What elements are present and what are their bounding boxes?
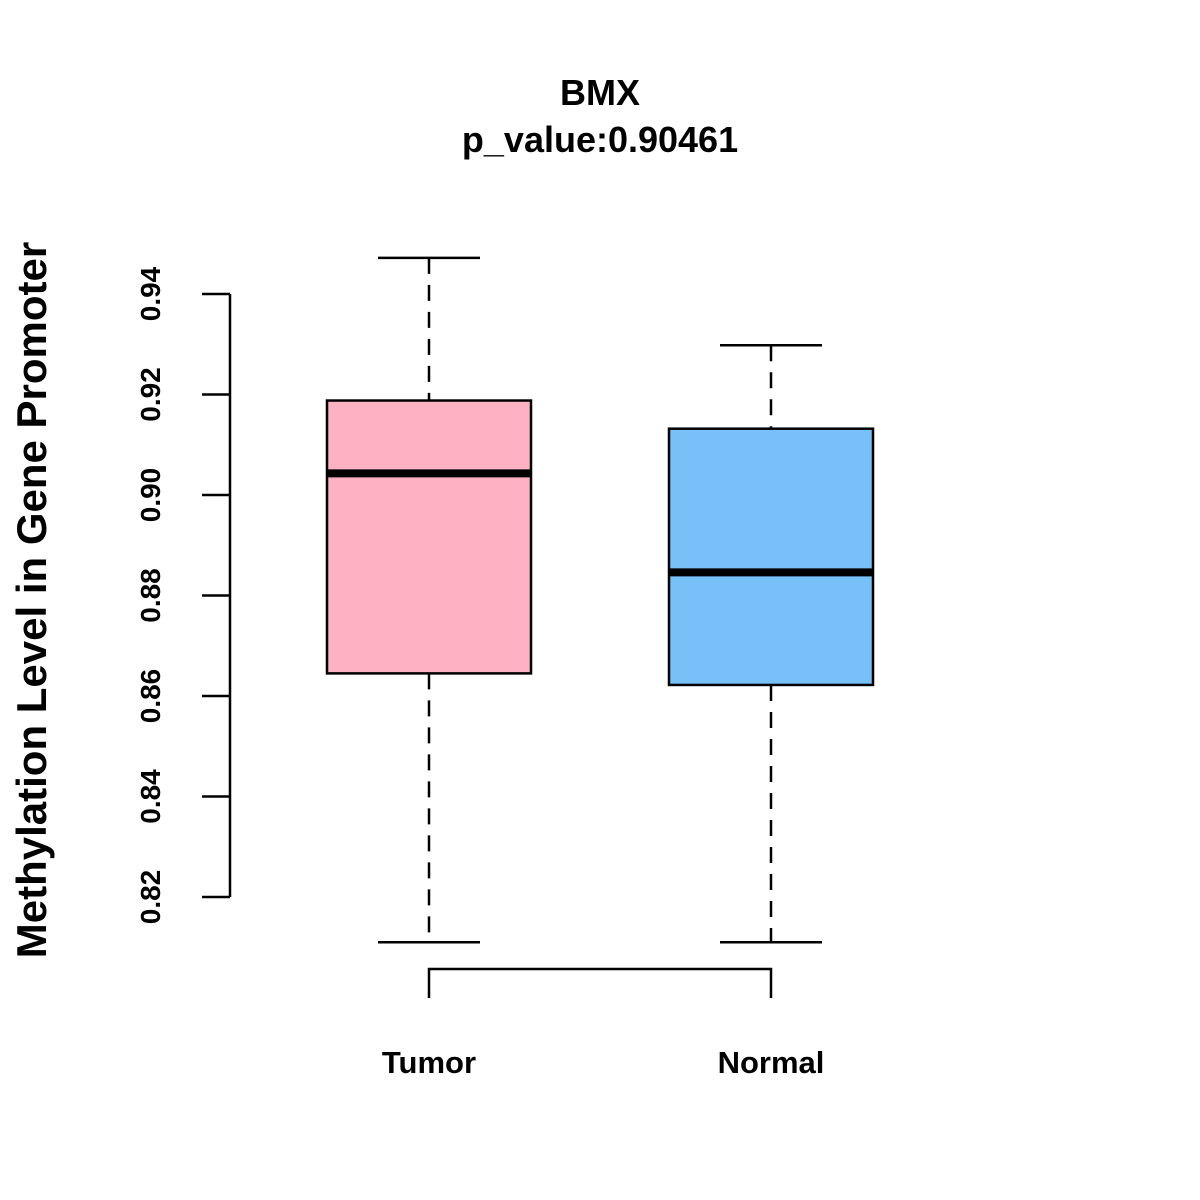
y-tick-label: 0.84 [135, 769, 166, 824]
x-category-label-tumor: Tumor [382, 1045, 476, 1080]
box-normal [667, 344, 875, 944]
y-axis: 0.82 0.84 0.86 0.88 0.90 0.92 0.94 [135, 266, 232, 925]
bracket-line [427, 967, 773, 998]
iqr-box [667, 427, 875, 687]
y-tick-label: 0.86 [135, 669, 166, 724]
y-tick-label: 0.94 [135, 266, 166, 321]
y-tick-label: 0.82 [135, 870, 166, 925]
y-tick-label: 0.90 [135, 468, 166, 523]
y-tick-label: 0.88 [135, 568, 166, 623]
y-tick-label: 0.92 [135, 367, 166, 422]
box-tumor [325, 256, 533, 944]
y-axis-label: Methylation Level in Gene Promoter [8, 242, 55, 958]
chart-title: BMX [560, 72, 640, 113]
box-group [325, 256, 875, 944]
x-category-label-normal: Normal [718, 1045, 825, 1080]
iqr-box [325, 399, 533, 675]
comparison-bracket [427, 967, 773, 998]
x-axis-labels: Tumor Normal [382, 1045, 824, 1080]
chart-subtitle: p_value:0.90461 [462, 119, 738, 160]
